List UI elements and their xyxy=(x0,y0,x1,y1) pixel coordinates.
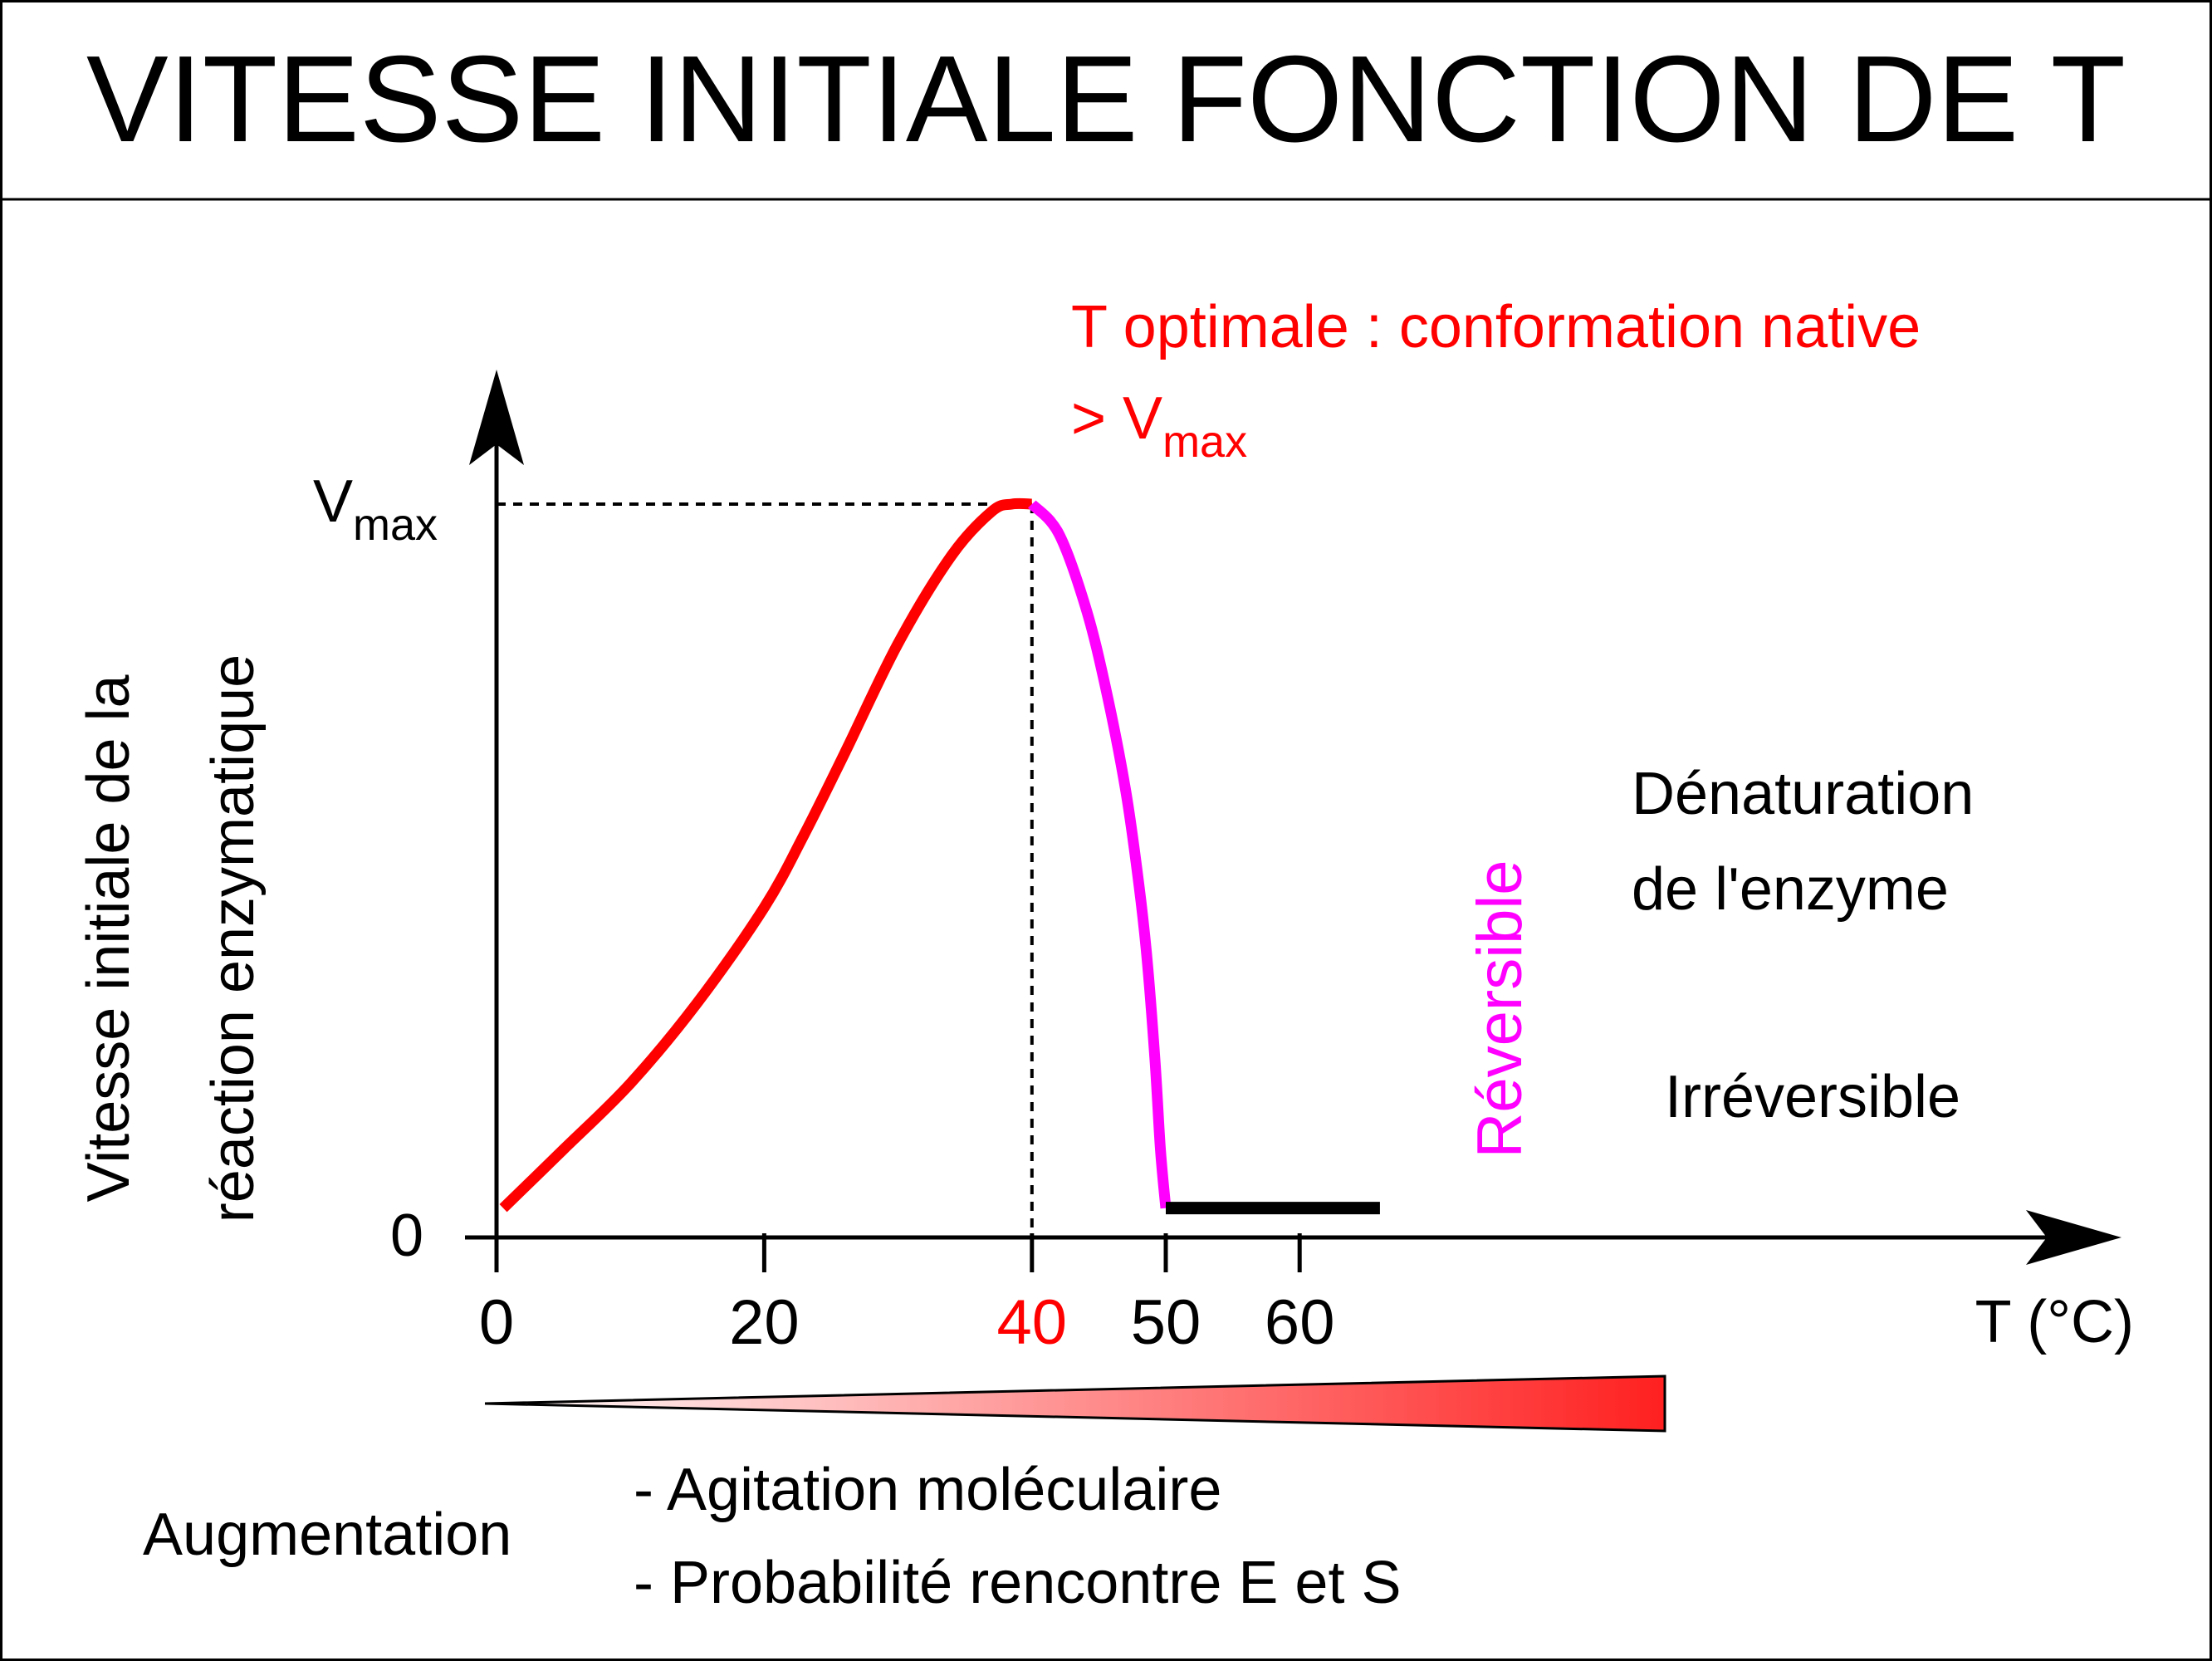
curve-segment-rising xyxy=(499,497,1032,1213)
curve-segment-falling xyxy=(1028,500,1172,1209)
augmentation-item-1: - Agitation moléculaire xyxy=(634,1457,1221,1523)
x-tick-label-60: 60 xyxy=(1265,1287,1335,1358)
x-ticks: 0 20 40 50 60 xyxy=(479,1233,1335,1358)
x-axis-arrowhead xyxy=(2026,1210,2121,1265)
optimum-annotation-line1: T optimale : conformation native xyxy=(1071,294,1921,360)
y-axis-arrowhead xyxy=(469,370,524,465)
x-tick-label-0: 0 xyxy=(479,1287,514,1358)
irreversible-label: Irréversible xyxy=(1665,1064,1960,1130)
optimum-annotation-line2: > Vmax xyxy=(1071,385,1247,467)
increase-wedge xyxy=(484,1374,1666,1433)
reference-lines xyxy=(497,502,1034,1271)
y-axis-label-line2: réaction enzymatique xyxy=(200,654,267,1222)
x-tick-label-40: 40 xyxy=(997,1287,1068,1358)
denaturation-label-line2: de l'enzyme xyxy=(1632,856,1949,923)
denaturation-label-line1: Dénaturation xyxy=(1632,761,1974,827)
y-tick-label-vmax: Vmax xyxy=(313,468,438,550)
x-tick-label-20: 20 xyxy=(729,1287,800,1358)
vmax-subscript: max xyxy=(353,500,438,550)
chart-title: VITESSE INITIALE FONCTION DE T xyxy=(86,31,2126,168)
augmentation-item-2: - Probabilité rencontre E et S xyxy=(634,1550,1401,1616)
x-tick-label-50: 50 xyxy=(1131,1287,1201,1358)
augmentation-label: Augmentation xyxy=(143,1502,511,1568)
optimum-vmax-subscript: max xyxy=(1162,417,1247,467)
curve-group xyxy=(499,497,1380,1215)
y-tick-label-0: 0 xyxy=(390,1203,423,1269)
optimum-vmax-prefix: > V xyxy=(1071,385,1162,452)
reversible-label: Réversible xyxy=(1465,860,1535,1158)
y-axis-label-line1: Vitesse initiale de la xyxy=(76,674,142,1203)
x-axis-label: T (°C) xyxy=(1975,1289,2134,1355)
vmax-letter: V xyxy=(313,468,353,535)
